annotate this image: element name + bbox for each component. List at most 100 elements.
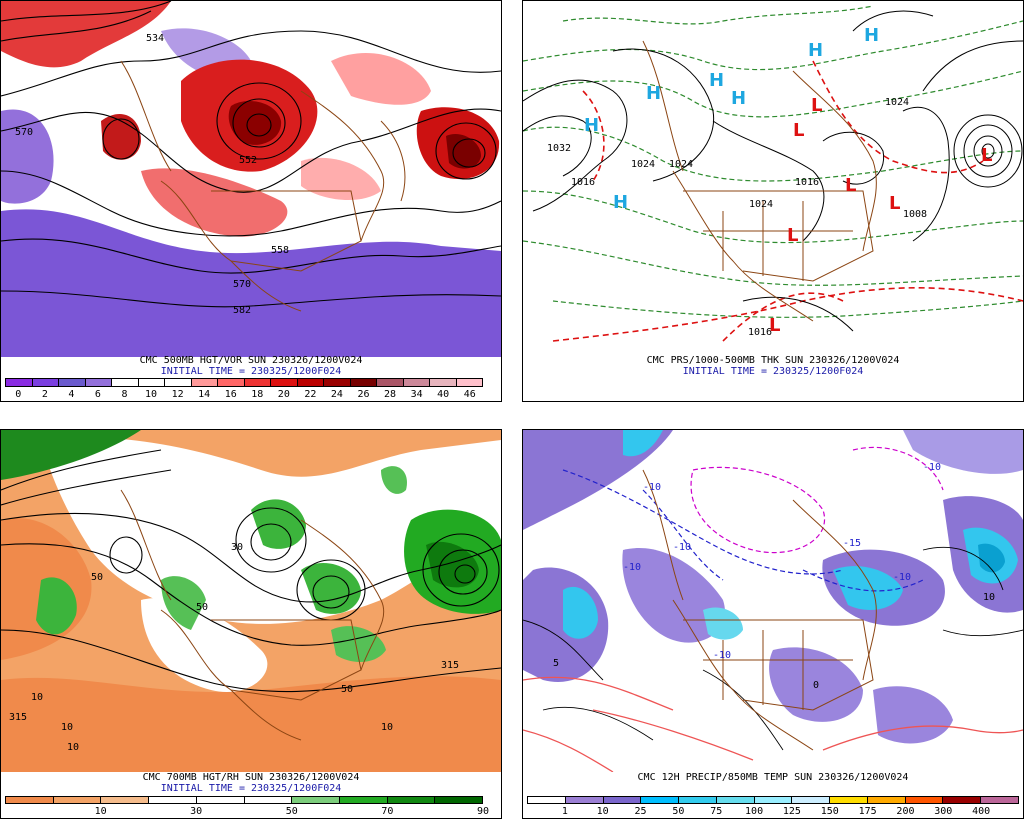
p1-caption-title: CMC 500MB HGT/VOR SUN 230326/1200V024 xyxy=(139,355,363,366)
p4-caption-title: CMC 12H PRECIP/850MB TEMP SUN 230326/120… xyxy=(637,772,909,783)
map-500mb-graphic: 570 582 552 534 558 570 xyxy=(1,1,501,357)
colorbar-tick-label: 22 xyxy=(304,389,317,400)
colorbar-swatch xyxy=(867,797,906,803)
map-precip-graphic: -10 -10 -10 -10 -10 -15 -10 0 5 10 xyxy=(523,430,1023,772)
colorbar-tick-label: 28 xyxy=(384,389,397,400)
panel-prs-thickness: H H H H H H H L L L L L L L 1032 1024 10… xyxy=(522,0,1024,402)
p2-isobar-label: 1016 xyxy=(571,177,595,188)
colorbar-swatch xyxy=(830,797,868,803)
colorbar-swatch xyxy=(456,379,482,386)
colorbar-tick-label: 46 xyxy=(463,389,476,400)
p4-temp-label: -10 xyxy=(673,542,691,553)
colorbar-swatch xyxy=(149,797,197,803)
p4-temp-label: 0 xyxy=(813,680,819,691)
colorbar-tick-label: 26 xyxy=(357,389,370,400)
colorbar-swatch xyxy=(350,379,377,386)
panel-precip-850mb-temp: -10 -10 -10 -10 -10 -15 -10 0 5 10 CMC 1… xyxy=(522,429,1024,819)
colorbar-tick-label: 4 xyxy=(68,389,75,400)
p4-colorbar-ticks: 1 10 25 50 75 100 125 150 175 200 300 400 xyxy=(527,806,1019,818)
colorbar-swatch xyxy=(435,797,483,803)
map-precip-temp: -10 -10 -10 -10 -10 -15 -10 0 5 10 CMC 1… xyxy=(522,429,1024,819)
p2-isobar-label: 1024 xyxy=(631,159,655,170)
colorbar-swatch xyxy=(191,379,218,386)
p1-contour-label: 582 xyxy=(233,305,251,316)
high-pressure-center: H xyxy=(731,88,746,109)
p2-isobar-label: 1024 xyxy=(885,97,909,108)
p4-temp-label: -10 xyxy=(923,462,941,473)
p1-colorbar-ticks: 0 2 4 6 8 10 12 14 16 18 20 22 24 26 28 34 40 46 xyxy=(5,389,483,401)
colorbar-swatch xyxy=(943,797,982,803)
colorbar-swatch xyxy=(324,379,351,386)
high-pressure-center: H xyxy=(613,192,628,213)
colorbar-swatch xyxy=(905,797,944,803)
colorbar-tick-label: 25 xyxy=(634,806,647,817)
colorbar-tick-label: 10 xyxy=(94,806,107,817)
p4-temp-label: -10 xyxy=(623,562,641,573)
colorbar-tick-label: 100 xyxy=(745,806,764,817)
colorbar-swatch xyxy=(244,379,271,386)
colorbar-swatch xyxy=(679,797,717,803)
p3-colorbar-ticks: 10 30 50 70 90 xyxy=(5,806,489,818)
colorbar-tick-label: 6 xyxy=(94,389,101,400)
colorbar-swatch xyxy=(59,379,86,386)
colorbar-tick-label: 0 xyxy=(15,389,22,400)
colorbar-swatch xyxy=(716,797,755,803)
low-pressure-center: L xyxy=(981,145,992,166)
colorbar-swatch xyxy=(101,797,150,803)
p4-colorbar xyxy=(527,796,1019,804)
colorbar-swatch xyxy=(165,379,192,386)
colorbar-tick-label: 24 xyxy=(330,389,343,400)
colorbar-tick-label: 70 xyxy=(381,806,394,817)
p4-temp-label: 5 xyxy=(553,658,559,669)
colorbar-tick-label: 90 xyxy=(476,806,490,817)
p2-isobar-label: 1008 xyxy=(903,209,927,220)
colorbar-swatch xyxy=(292,797,340,803)
colorbar-swatch xyxy=(377,379,404,386)
colorbar-swatch xyxy=(565,797,604,803)
colorbar-swatch xyxy=(6,379,33,386)
colorbar-tick-label: 1 xyxy=(561,806,568,817)
p2-isobar-label: 1016 xyxy=(748,327,772,338)
panel-700mb-hgt-rh: 10 50 10 30 50 315 50 10 315 10 CMC 700M… xyxy=(0,429,502,819)
colorbar-swatch xyxy=(430,379,457,386)
colorbar-tick-label: 400 xyxy=(972,806,991,817)
p4-temp-label: 10 xyxy=(983,592,995,603)
colorbar-tick-label: 30 xyxy=(190,806,203,817)
map-700mb-rh: 10 50 10 30 50 315 50 10 315 10 CMC 700M… xyxy=(0,429,502,819)
p2-isobar-label: 1024 xyxy=(749,199,773,210)
low-pressure-center: L xyxy=(793,120,804,141)
p2-isobar-label: 1024 xyxy=(669,159,693,170)
p4-temp-label: -10 xyxy=(893,572,911,583)
colorbar-swatch xyxy=(387,797,436,803)
low-pressure-center: L xyxy=(769,315,780,336)
colorbar-swatch xyxy=(218,379,245,386)
p1-contour-label: 534 xyxy=(146,33,164,44)
colorbar-tick-label: 14 xyxy=(198,389,211,400)
colorbar-tick-label: 300 xyxy=(934,806,953,817)
colorbar-tick-label: 200 xyxy=(896,806,915,817)
colorbar-tick-label: 8 xyxy=(121,389,128,400)
p3-contour-label: 315 xyxy=(441,660,459,671)
map-700mb-graphic: 10 50 10 30 50 315 50 10 315 10 xyxy=(1,430,501,772)
low-pressure-center: L xyxy=(889,193,900,214)
colorbar-tick-label: 40 xyxy=(437,389,450,400)
p3-contour-label: 10 xyxy=(381,722,393,733)
p3-caption-initial-time: INITIAL TIME = 230325/1200F024 xyxy=(160,783,342,794)
colorbar-swatch xyxy=(112,379,139,386)
colorbar-swatch xyxy=(6,797,54,803)
map-prs-thickness: H H H H H H H L L L L L L L 1032 1024 10… xyxy=(522,0,1024,402)
p3-caption-title: CMC 700MB HGT/RH SUN 230326/1200V024 xyxy=(142,772,360,783)
p3-contour-label: 30 xyxy=(231,542,243,553)
p2-caption-title: CMC PRS/1000-500MB THK SUN 230326/1200V0… xyxy=(646,355,900,366)
colorbar-tick-label: 10 xyxy=(145,389,158,400)
colorbar-tick-label: 50 xyxy=(672,806,685,817)
colorbar-tick-label: 50 xyxy=(285,806,298,817)
colorbar-tick-label: 12 xyxy=(171,389,184,400)
colorbar-tick-label: 18 xyxy=(251,389,264,400)
p1-contour-label: 552 xyxy=(239,155,257,166)
colorbar-tick-label: 34 xyxy=(410,389,423,400)
p4-temp-label: -10 xyxy=(643,482,661,493)
colorbar-tick-label: 125 xyxy=(782,806,801,817)
p4-temp-label: -15 xyxy=(843,538,861,549)
high-pressure-center: H xyxy=(864,25,879,46)
